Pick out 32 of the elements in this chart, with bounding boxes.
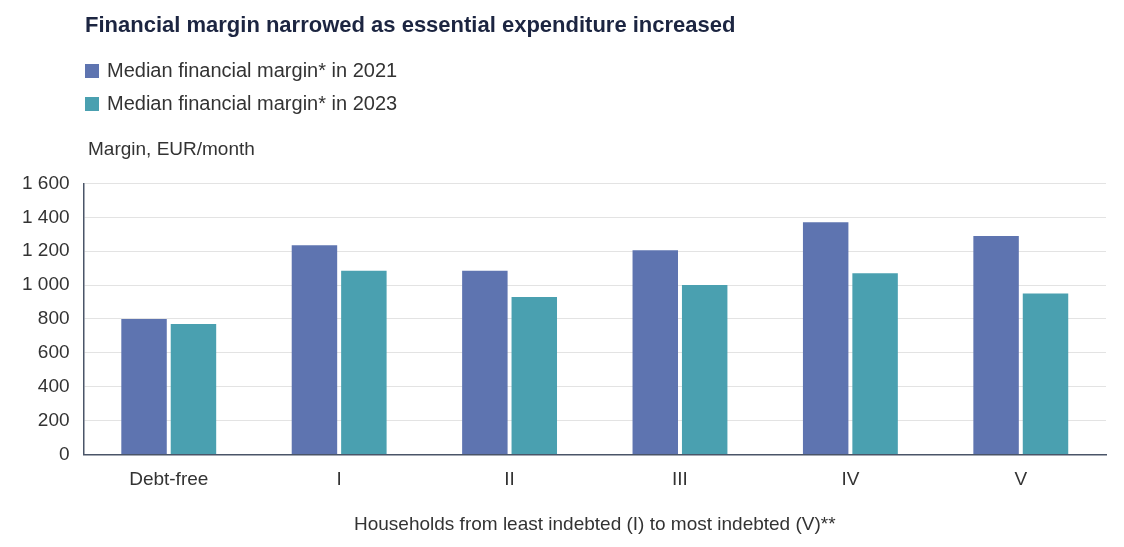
bar <box>681 285 728 454</box>
x-tick-label: V <box>1014 468 1028 490</box>
bar <box>632 250 678 454</box>
x-tick-label: I <box>336 468 342 490</box>
bar <box>170 323 217 454</box>
bar <box>1022 293 1069 454</box>
bar <box>291 245 338 454</box>
y-tick-label: 400 <box>37 374 70 396</box>
bar <box>852 273 898 454</box>
bar <box>462 270 508 454</box>
bar <box>341 270 387 454</box>
x-tick-label: III <box>672 468 688 490</box>
bar <box>973 235 1019 454</box>
x-axis-title: Households from least indebted (I) to most indebted (V)** <box>353 512 837 534</box>
x-tick-label: II <box>504 468 515 490</box>
legend-label: Median financial margin* in 2021 <box>107 59 398 82</box>
y-tick-label: 0 <box>58 442 70 464</box>
bar <box>802 222 849 454</box>
bar <box>121 318 167 454</box>
chart-title: Financial margin narrowed as essential expenditure increased <box>85 12 736 38</box>
x-tick-label: Debt-free <box>129 468 209 490</box>
y-axis-title: Margin, EUR/month <box>88 138 255 160</box>
x-tick-label: IV <box>841 468 860 490</box>
y-tick-label: 800 <box>37 307 70 329</box>
y-tick-label: 1 600 <box>22 171 70 193</box>
y-tick-label: 1 400 <box>22 205 70 227</box>
y-tick-label: 1 000 <box>22 273 70 295</box>
bar <box>511 296 558 454</box>
y-tick-label: 1 200 <box>22 239 70 261</box>
y-tick-label: 200 <box>37 408 70 430</box>
y-tick-label: 600 <box>37 341 70 363</box>
legend-label: Median financial margin* in 2023 <box>107 92 398 115</box>
